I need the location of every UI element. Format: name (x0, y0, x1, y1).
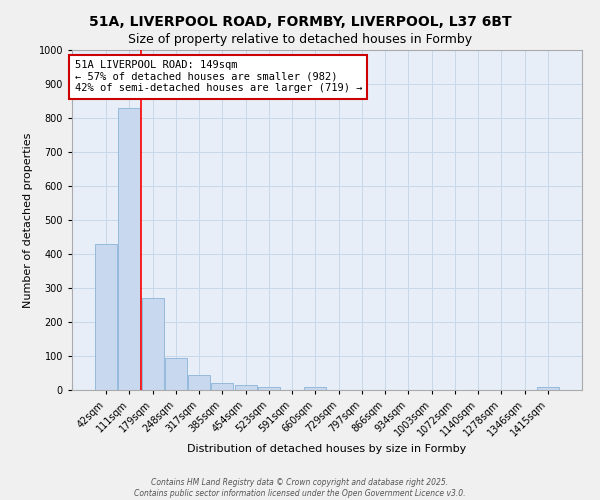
Text: Size of property relative to detached houses in Formby: Size of property relative to detached ho… (128, 32, 472, 46)
Text: 51A LIVERPOOL ROAD: 149sqm
← 57% of detached houses are smaller (982)
42% of sem: 51A LIVERPOOL ROAD: 149sqm ← 57% of deta… (74, 60, 362, 94)
Y-axis label: Number of detached properties: Number of detached properties (23, 132, 33, 308)
Bar (165, 358, 187, 390)
X-axis label: Distribution of detached houses by size in Formby: Distribution of detached houses by size … (187, 444, 467, 454)
Bar (537, 386, 559, 390)
Bar (235, 385, 257, 390)
Text: 51A, LIVERPOOL ROAD, FORMBY, LIVERPOOL, L37 6BT: 51A, LIVERPOOL ROAD, FORMBY, LIVERPOOL, … (89, 15, 511, 29)
Bar (142, 298, 164, 390)
Bar (118, 108, 140, 390)
Bar (211, 383, 233, 390)
Text: Contains HM Land Registry data © Crown copyright and database right 2025.
Contai: Contains HM Land Registry data © Crown c… (134, 478, 466, 498)
Bar (95, 244, 117, 390)
Bar (188, 374, 210, 390)
Bar (258, 386, 280, 390)
Bar (304, 386, 326, 390)
